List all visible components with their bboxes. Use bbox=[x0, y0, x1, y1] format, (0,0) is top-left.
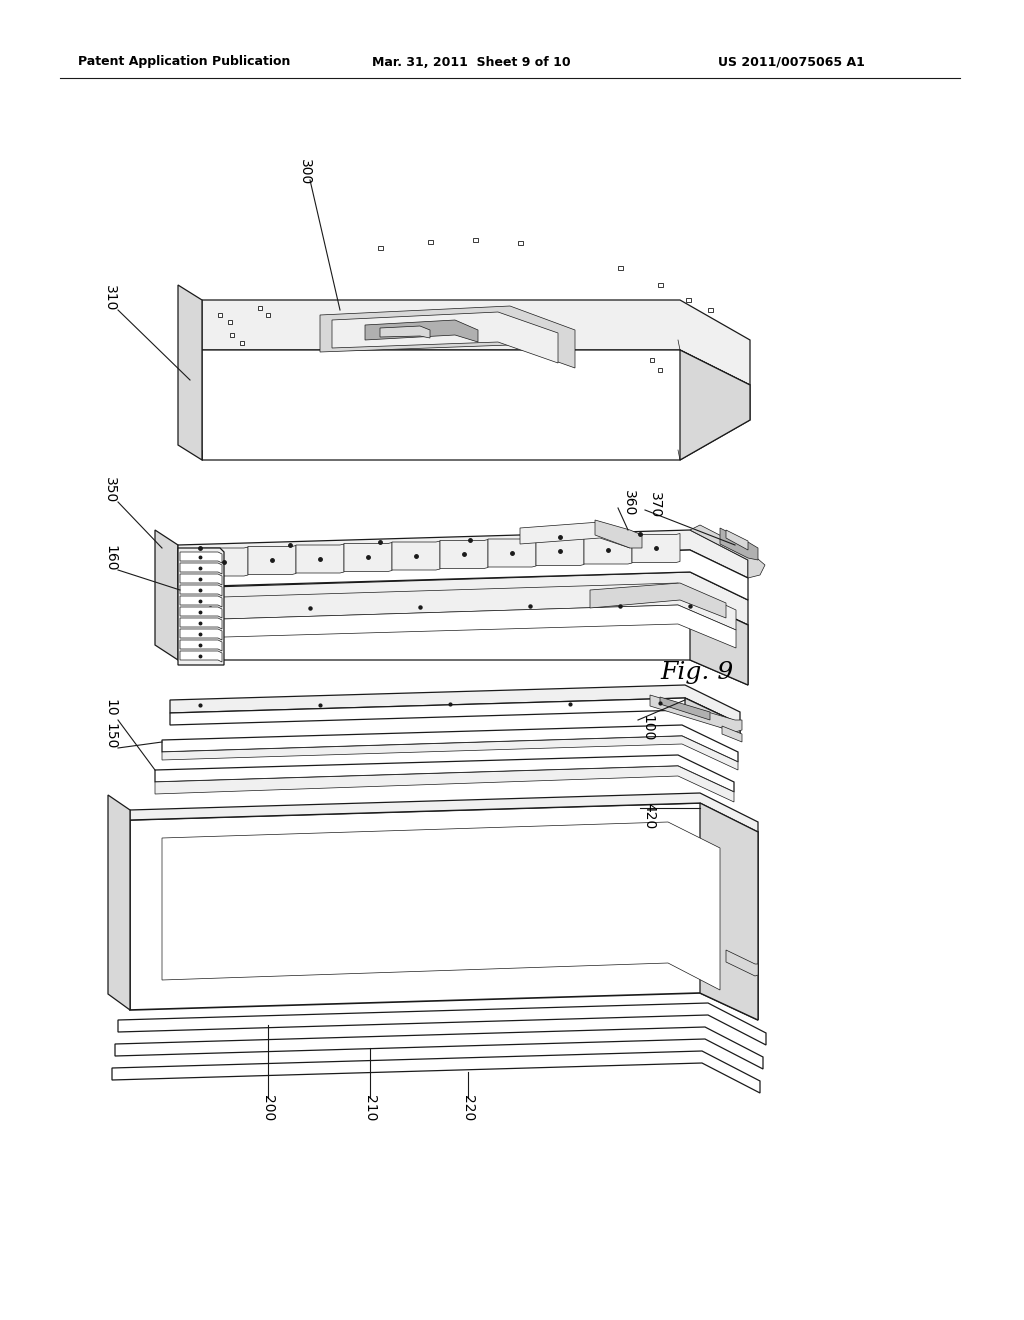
Polygon shape bbox=[178, 598, 748, 685]
Polygon shape bbox=[230, 333, 234, 337]
Polygon shape bbox=[180, 574, 222, 585]
Polygon shape bbox=[658, 368, 662, 372]
Polygon shape bbox=[650, 696, 742, 733]
Text: 150: 150 bbox=[103, 723, 117, 750]
Text: Mar. 31, 2011  Sheet 9 of 10: Mar. 31, 2011 Sheet 9 of 10 bbox=[372, 55, 570, 69]
Text: 420: 420 bbox=[642, 803, 656, 829]
Text: 100: 100 bbox=[640, 715, 654, 742]
Polygon shape bbox=[332, 312, 558, 363]
Polygon shape bbox=[365, 319, 478, 342]
Polygon shape bbox=[690, 525, 765, 578]
Polygon shape bbox=[130, 793, 758, 832]
Text: 350: 350 bbox=[103, 477, 117, 503]
Polygon shape bbox=[180, 630, 222, 640]
Polygon shape bbox=[218, 313, 222, 317]
Polygon shape bbox=[590, 583, 726, 618]
Polygon shape bbox=[392, 541, 440, 570]
Polygon shape bbox=[178, 548, 224, 665]
Polygon shape bbox=[180, 564, 222, 574]
Polygon shape bbox=[584, 535, 632, 564]
Polygon shape bbox=[170, 685, 740, 723]
Text: 360: 360 bbox=[622, 490, 636, 516]
Text: Fig. 9: Fig. 9 bbox=[660, 660, 733, 684]
Text: 310: 310 bbox=[103, 285, 117, 312]
Polygon shape bbox=[617, 267, 623, 271]
Polygon shape bbox=[472, 238, 477, 242]
Polygon shape bbox=[680, 350, 750, 459]
Polygon shape bbox=[708, 308, 713, 312]
Text: 200: 200 bbox=[261, 1094, 275, 1121]
Polygon shape bbox=[258, 306, 262, 310]
Polygon shape bbox=[180, 607, 222, 618]
Text: 370: 370 bbox=[648, 492, 662, 519]
Polygon shape bbox=[178, 550, 748, 601]
Polygon shape bbox=[155, 531, 178, 660]
Polygon shape bbox=[536, 536, 584, 565]
Polygon shape bbox=[427, 240, 432, 244]
Polygon shape bbox=[180, 585, 222, 597]
Polygon shape bbox=[720, 528, 758, 560]
Polygon shape bbox=[130, 803, 758, 1020]
Polygon shape bbox=[155, 755, 734, 792]
Polygon shape bbox=[440, 540, 488, 569]
Polygon shape bbox=[690, 598, 748, 685]
Text: 160: 160 bbox=[103, 545, 117, 572]
Polygon shape bbox=[660, 697, 710, 719]
Polygon shape bbox=[685, 298, 690, 302]
Polygon shape bbox=[517, 242, 522, 246]
Polygon shape bbox=[726, 531, 748, 550]
Polygon shape bbox=[248, 545, 296, 574]
Polygon shape bbox=[296, 544, 344, 573]
Polygon shape bbox=[722, 726, 742, 742]
Polygon shape bbox=[180, 618, 222, 630]
Polygon shape bbox=[319, 306, 575, 368]
Polygon shape bbox=[112, 1051, 760, 1093]
Text: 220: 220 bbox=[461, 1094, 475, 1121]
Polygon shape bbox=[685, 698, 740, 737]
Polygon shape bbox=[344, 543, 392, 572]
Polygon shape bbox=[595, 520, 642, 548]
Polygon shape bbox=[726, 950, 758, 975]
Polygon shape bbox=[190, 583, 736, 630]
Polygon shape bbox=[162, 725, 738, 762]
Polygon shape bbox=[178, 285, 202, 459]
Text: Patent Application Publication: Patent Application Publication bbox=[78, 55, 291, 69]
Polygon shape bbox=[202, 300, 750, 385]
Text: US 2011/0075065 A1: US 2011/0075065 A1 bbox=[718, 55, 865, 69]
Polygon shape bbox=[378, 246, 383, 249]
Polygon shape bbox=[266, 313, 270, 317]
Polygon shape bbox=[202, 350, 750, 459]
Polygon shape bbox=[632, 533, 680, 562]
Polygon shape bbox=[657, 282, 663, 286]
Polygon shape bbox=[115, 1027, 763, 1069]
Text: 210: 210 bbox=[362, 1094, 377, 1121]
Polygon shape bbox=[380, 326, 430, 338]
Polygon shape bbox=[520, 521, 630, 548]
Polygon shape bbox=[228, 319, 232, 323]
Polygon shape bbox=[240, 341, 244, 345]
Polygon shape bbox=[178, 572, 748, 624]
Polygon shape bbox=[200, 546, 248, 576]
Polygon shape bbox=[162, 822, 720, 990]
Polygon shape bbox=[180, 597, 222, 607]
Text: 10: 10 bbox=[103, 700, 117, 717]
Polygon shape bbox=[170, 698, 740, 737]
Polygon shape bbox=[118, 1003, 766, 1045]
Polygon shape bbox=[180, 640, 222, 651]
Text: 300: 300 bbox=[298, 158, 312, 185]
Polygon shape bbox=[700, 803, 758, 1020]
Polygon shape bbox=[190, 605, 736, 648]
Polygon shape bbox=[108, 795, 130, 1010]
Polygon shape bbox=[180, 552, 222, 564]
Polygon shape bbox=[180, 651, 222, 663]
Polygon shape bbox=[162, 737, 738, 770]
Polygon shape bbox=[155, 766, 734, 803]
Polygon shape bbox=[650, 358, 654, 362]
Polygon shape bbox=[488, 539, 536, 568]
Polygon shape bbox=[178, 531, 748, 578]
